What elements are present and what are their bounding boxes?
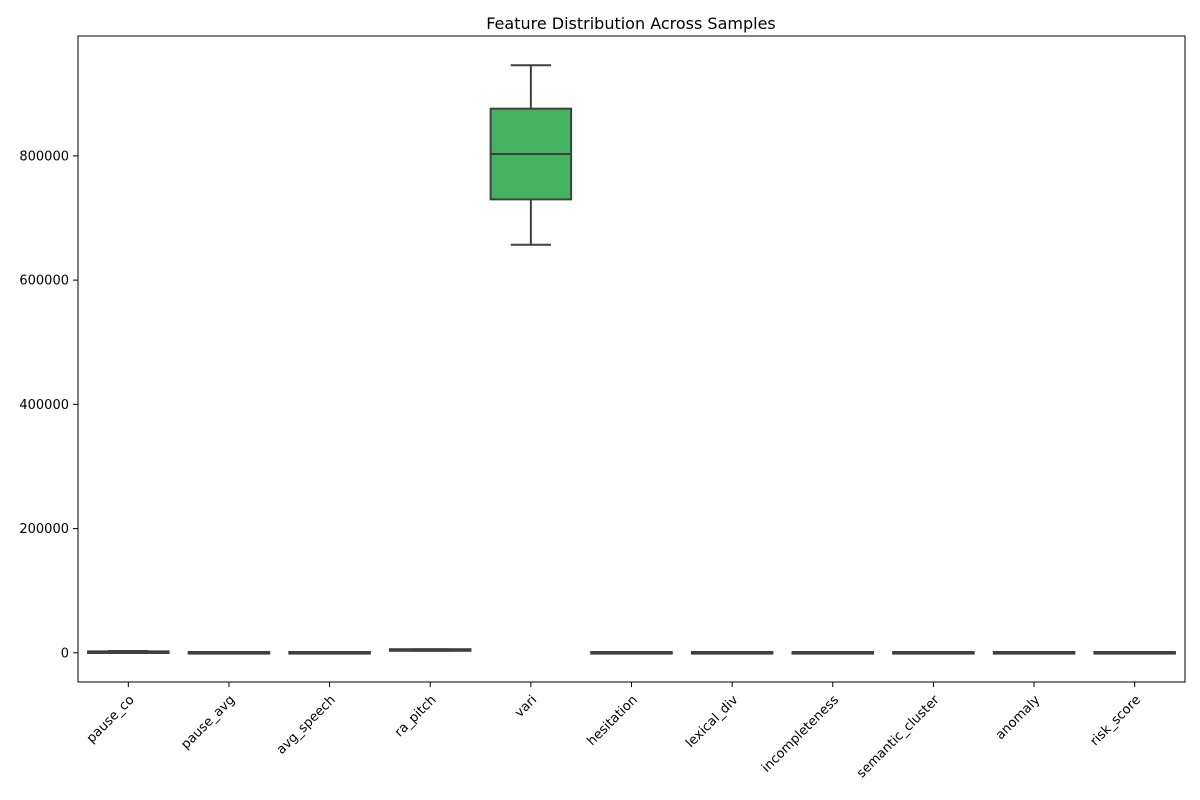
box-pause_avg (187, 651, 271, 655)
plot-frame (77, 35, 1186, 683)
box-hesitation (590, 651, 673, 655)
box-semantic_cluster (892, 651, 975, 655)
x-tick-label: pause_avg (178, 693, 238, 753)
x-tick-label: pause_co (84, 693, 138, 747)
y-tick-label: 200000 (19, 522, 69, 537)
box-incompleteness (791, 651, 875, 655)
x-tick-label: anomaly (993, 692, 1043, 742)
box-risk_score (1093, 651, 1176, 655)
box-avg_speech (288, 651, 371, 655)
x-tick-label: ra_pitch (392, 693, 439, 740)
x-tick-label: incompleteness (759, 692, 842, 775)
box-anomaly (992, 651, 1076, 655)
x-tick-label: lexical_div (683, 692, 742, 751)
x-tick-label: semantic_cluster (854, 692, 943, 781)
x-tick-label: hesitation (584, 693, 640, 749)
box-ra_pitch (388, 648, 472, 652)
x-tick-label: risk_score (1088, 693, 1144, 749)
y-tick-label: 0 (61, 646, 69, 661)
axes-layer: 0 200000 400000 600000 800000 pause_co pause_a… (19, 35, 1186, 781)
box-pause_co (87, 649, 170, 654)
x-tick-label: vari (512, 693, 540, 721)
y-tick-label: 400000 (19, 398, 69, 413)
y-tick-label: 800000 (19, 149, 69, 164)
box-lexical_div (690, 651, 774, 655)
box-vari (489, 64, 573, 246)
chart-title: Feature Distribution Across Samples (486, 14, 776, 33)
boxes-layer (87, 64, 1176, 655)
y-tick-label: 600000 (19, 274, 69, 289)
x-tick-label: avg_speech (274, 693, 339, 758)
